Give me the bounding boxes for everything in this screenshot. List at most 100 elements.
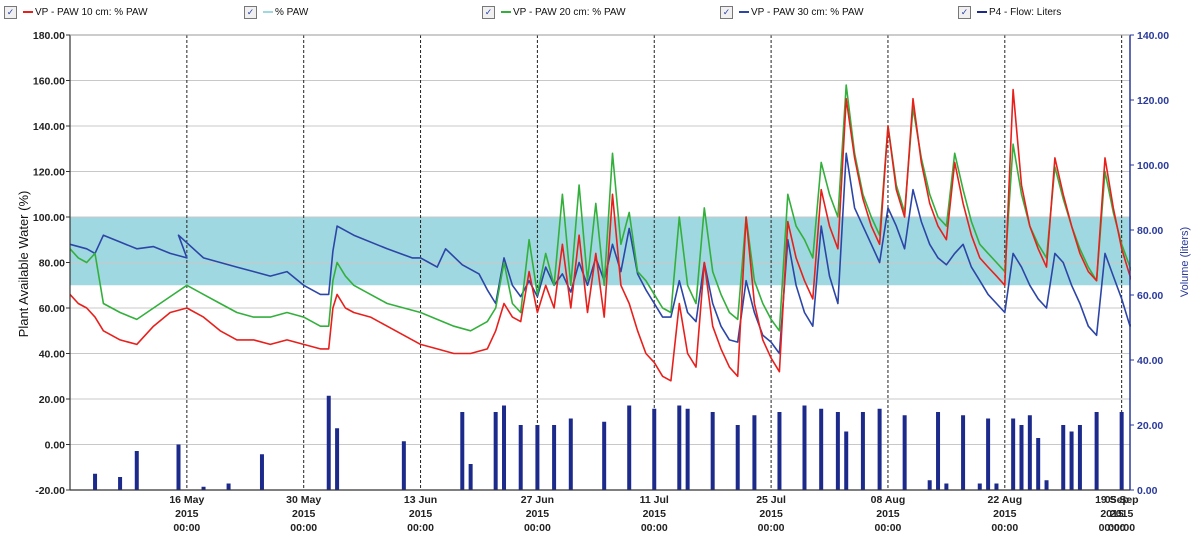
- flow-bar: [1094, 412, 1099, 490]
- flow-bar: [1044, 480, 1049, 490]
- flow-bar: [777, 412, 782, 490]
- flow-bar: [819, 408, 824, 490]
- y-tick-label: 0.00: [45, 440, 66, 452]
- flow-bar: [685, 408, 690, 490]
- x-tick-year: 2015: [993, 508, 1017, 520]
- flow-bar: [902, 415, 907, 490]
- flow-bar: [118, 477, 123, 490]
- x-tick-year: 2015: [1110, 508, 1134, 520]
- flow-bar: [752, 415, 757, 490]
- flow-bar: [1069, 431, 1074, 490]
- y2-tick-label: 140.00: [1137, 30, 1169, 42]
- legend-label: P4 - Flow: Liters: [989, 6, 1062, 18]
- x-tick-time: 00:00: [1099, 522, 1126, 534]
- y2-tick-label: 100.00: [1137, 160, 1169, 172]
- flow-bar: [1011, 418, 1016, 490]
- x-tick-year: 2015: [1100, 508, 1124, 520]
- legend-label: VP - PAW 20 cm: % PAW: [513, 6, 626, 18]
- flow-bar: [977, 483, 982, 490]
- y-tick-label: 180.00: [33, 30, 65, 42]
- y-tick-label: 140.00: [33, 121, 65, 133]
- left-margin-mask: [0, 33, 70, 492]
- x-tick-label: 25 Jul: [756, 494, 786, 506]
- y2-tick-label: 60.00: [1137, 290, 1163, 302]
- legend-item-flow[interactable]: ✓ P4 - Flow: Liters: [958, 4, 1061, 20]
- y-tick-label: 40.00: [39, 349, 65, 361]
- x-tick-label: 11 Jul: [640, 494, 669, 506]
- legend-checkbox-icon[interactable]: ✓: [4, 5, 17, 19]
- x-tick-year: 2015: [175, 508, 199, 520]
- flow-bar: [627, 405, 632, 490]
- legend-label: % PAW: [275, 6, 309, 18]
- flow-bar: [1061, 425, 1066, 490]
- flow-bar: [1019, 425, 1024, 490]
- legend-item-paw20[interactable]: ✓ VP - PAW 20 cm: % PAW: [482, 4, 626, 20]
- x-tick-year: 2015: [876, 508, 900, 520]
- legend-swatch: [263, 11, 273, 13]
- y2-tick-label: 40.00: [1137, 355, 1163, 367]
- flow-bar: [677, 405, 682, 490]
- y-tick-label: 80.00: [39, 258, 65, 270]
- legend-label: VP - PAW 10 cm: % PAW: [35, 6, 148, 18]
- flow-bar: [460, 412, 465, 490]
- flow-bar: [568, 418, 573, 490]
- flow-bar: [326, 395, 331, 490]
- flow-bar: [844, 431, 849, 490]
- legend-checkbox-icon[interactable]: ✓: [958, 5, 971, 19]
- flow-bar: [401, 441, 406, 490]
- legend-checkbox-icon[interactable]: ✓: [482, 5, 495, 19]
- flow-bar: [518, 425, 523, 490]
- flow-bar: [994, 483, 999, 490]
- y-axis-label: Plant Available Water (%): [16, 191, 31, 338]
- x-tick-time: 00:00: [991, 522, 1018, 534]
- legend-item-paw-band[interactable]: ✓ % PAW: [244, 4, 308, 20]
- y-tick-label: 100.00: [33, 212, 65, 224]
- x-tick-label: 27 Jun: [521, 494, 554, 506]
- y2-axis-label: Volume (liters): [1179, 227, 1191, 297]
- x-tick-time: 00:00: [1108, 522, 1135, 534]
- legend-swatch: [501, 11, 511, 13]
- flow-bar: [1119, 412, 1124, 490]
- flow-bar: [944, 483, 949, 490]
- legend-checkbox-icon[interactable]: ✓: [720, 5, 733, 19]
- flow-bar: [1036, 438, 1041, 490]
- flow-bar: [602, 421, 607, 490]
- flow-bar: [927, 480, 932, 490]
- top-margin-mask: [70, 26, 1130, 35]
- x-tick-year: 2015: [292, 508, 316, 520]
- flow-bar: [201, 486, 206, 490]
- flow-bar: [134, 451, 139, 490]
- x-tick-label: 05 Sep: [1105, 494, 1139, 506]
- x-tick-time: 00:00: [758, 522, 785, 534]
- y2-tick-label: 0.00: [1137, 485, 1158, 497]
- right-margin-mask: [1131, 33, 1197, 492]
- x-tick-time: 00:00: [407, 522, 434, 534]
- legend-checkbox-icon[interactable]: ✓: [244, 5, 257, 19]
- flow-bar: [176, 444, 181, 490]
- flow-bar: [493, 412, 498, 490]
- y-tick-label: 160.00: [33, 76, 65, 88]
- flow-bar: [877, 408, 882, 490]
- flow-bar: [1077, 425, 1082, 490]
- legend-item-paw10[interactable]: ✓ VP - PAW 10 cm: % PAW: [4, 4, 148, 20]
- x-tick-time: 00:00: [290, 522, 317, 534]
- y2-tick-label: 120.00: [1137, 95, 1169, 107]
- flow-bar: [502, 405, 507, 490]
- legend-item-paw30[interactable]: ✓ VP - PAW 30 cm: % PAW: [720, 4, 864, 20]
- flow-bar: [961, 415, 966, 490]
- flow-bar: [802, 405, 807, 490]
- flow-bar: [860, 412, 865, 490]
- flow-bar: [1027, 415, 1032, 490]
- x-tick-label: 13 Jun: [404, 494, 437, 506]
- flow-bar: [986, 418, 991, 490]
- x-tick-year: 2015: [526, 508, 550, 520]
- flow-bar: [535, 425, 540, 490]
- flow-bar: [468, 464, 473, 490]
- x-tick-year: 2015: [643, 508, 667, 520]
- y-tick-label: 60.00: [39, 303, 65, 315]
- x-tick-time: 00:00: [173, 522, 200, 534]
- series-line-3: [69, 88, 1197, 382]
- y2-tick-label: 20.00: [1137, 420, 1163, 432]
- flow-bar: [93, 473, 98, 490]
